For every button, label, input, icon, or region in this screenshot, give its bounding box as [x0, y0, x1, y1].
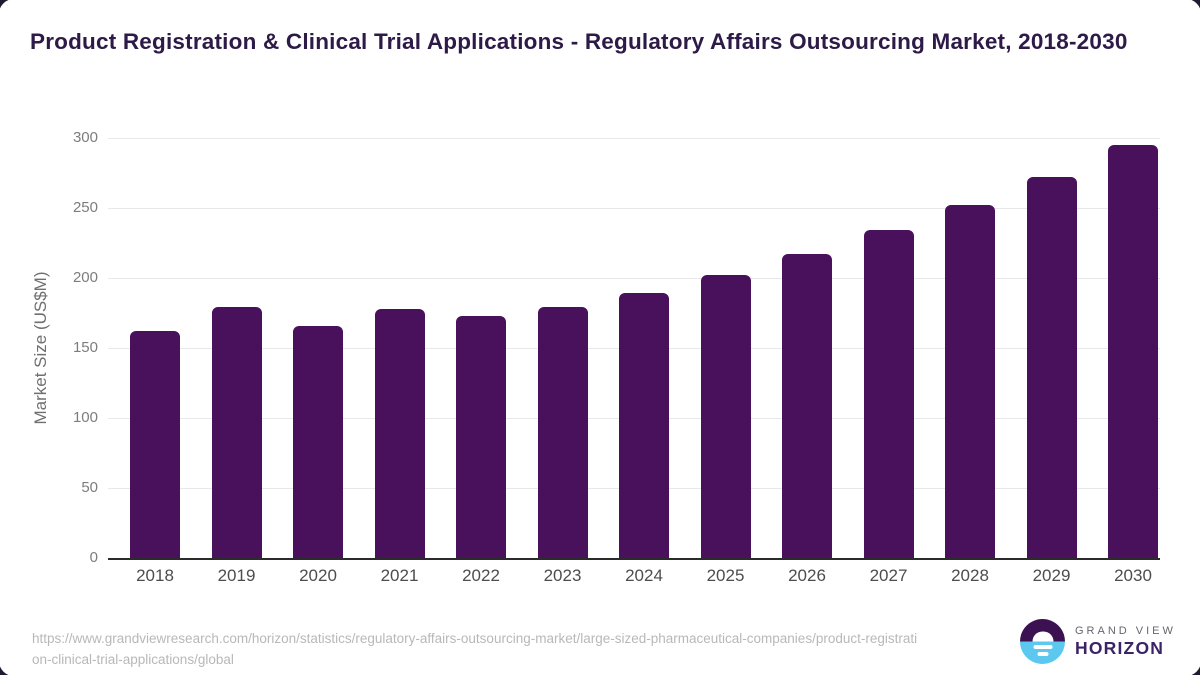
y-tick-label-300: 300 — [72, 129, 98, 146]
y-tick-label-100: 100 — [72, 409, 98, 426]
sun-dome-shape — [1032, 631, 1053, 642]
sun-reflection-line — [1033, 645, 1052, 649]
logo-horizon-text: HORIZON — [1075, 637, 1165, 658]
y-tick-label-250: 250 — [72, 199, 98, 216]
x-tick-label-2019: 2019 — [217, 566, 256, 585]
grandview-horizon-logo: GRAND VIEW HORIZON — [1020, 619, 1176, 664]
bar-2027 — [863, 230, 914, 558]
source-url: https://www.grandviewresearch.com/horizo… — [32, 631, 918, 667]
x-tick-label-2020: 2020 — [299, 566, 337, 585]
chart-title: Product Registration & Clinical Trial Ap… — [30, 29, 1128, 54]
bar-2024 — [619, 293, 669, 558]
y-tick-label-150: 150 — [72, 339, 98, 356]
sun-reflection-line — [1037, 652, 1048, 656]
plot-area — [108, 138, 1160, 560]
bar-2028 — [945, 205, 995, 558]
y-tick-label-50: 50 — [81, 479, 98, 496]
horizon-sunset-icon — [1020, 619, 1065, 664]
logo-text: GRAND VIEW HORIZON — [1075, 625, 1176, 659]
x-tick-label-2028: 2028 — [951, 566, 989, 585]
bar-2018 — [130, 331, 180, 558]
x-tick-label-2029: 2029 — [1032, 566, 1071, 585]
bar-2030 — [1108, 145, 1158, 558]
bar-2020 — [293, 325, 343, 558]
logo-grand-view-text: GRAND VIEW — [1075, 624, 1176, 637]
x-tick-label-2021: 2021 — [380, 566, 419, 585]
bar-2019 — [211, 307, 262, 558]
bar-2022 — [456, 315, 506, 558]
x-tick-label-2018: 2018 — [136, 566, 174, 585]
bar-2026 — [782, 254, 832, 558]
x-tick-label-2023: 2023 — [543, 566, 582, 585]
x-tick-label-2030: 2030 — [1114, 566, 1152, 585]
bar-2023 — [537, 307, 588, 558]
x-tick-label-2027: 2027 — [869, 566, 908, 585]
y-tick-label-200: 200 — [72, 269, 98, 286]
bar-2021 — [374, 308, 425, 558]
bar-2025 — [700, 275, 751, 558]
x-tick-label-2022: 2022 — [462, 566, 500, 585]
y-tick-label-0: 0 — [89, 549, 98, 566]
bar-2029 — [1026, 177, 1077, 558]
gridline-200 — [108, 278, 1160, 279]
x-tick-label-2026: 2026 — [788, 566, 826, 585]
gridline-300 — [108, 138, 1160, 139]
x-tick-label-2025: 2025 — [706, 566, 745, 585]
x-tick-label-2024: 2024 — [625, 566, 663, 585]
gridline-250 — [108, 208, 1160, 209]
